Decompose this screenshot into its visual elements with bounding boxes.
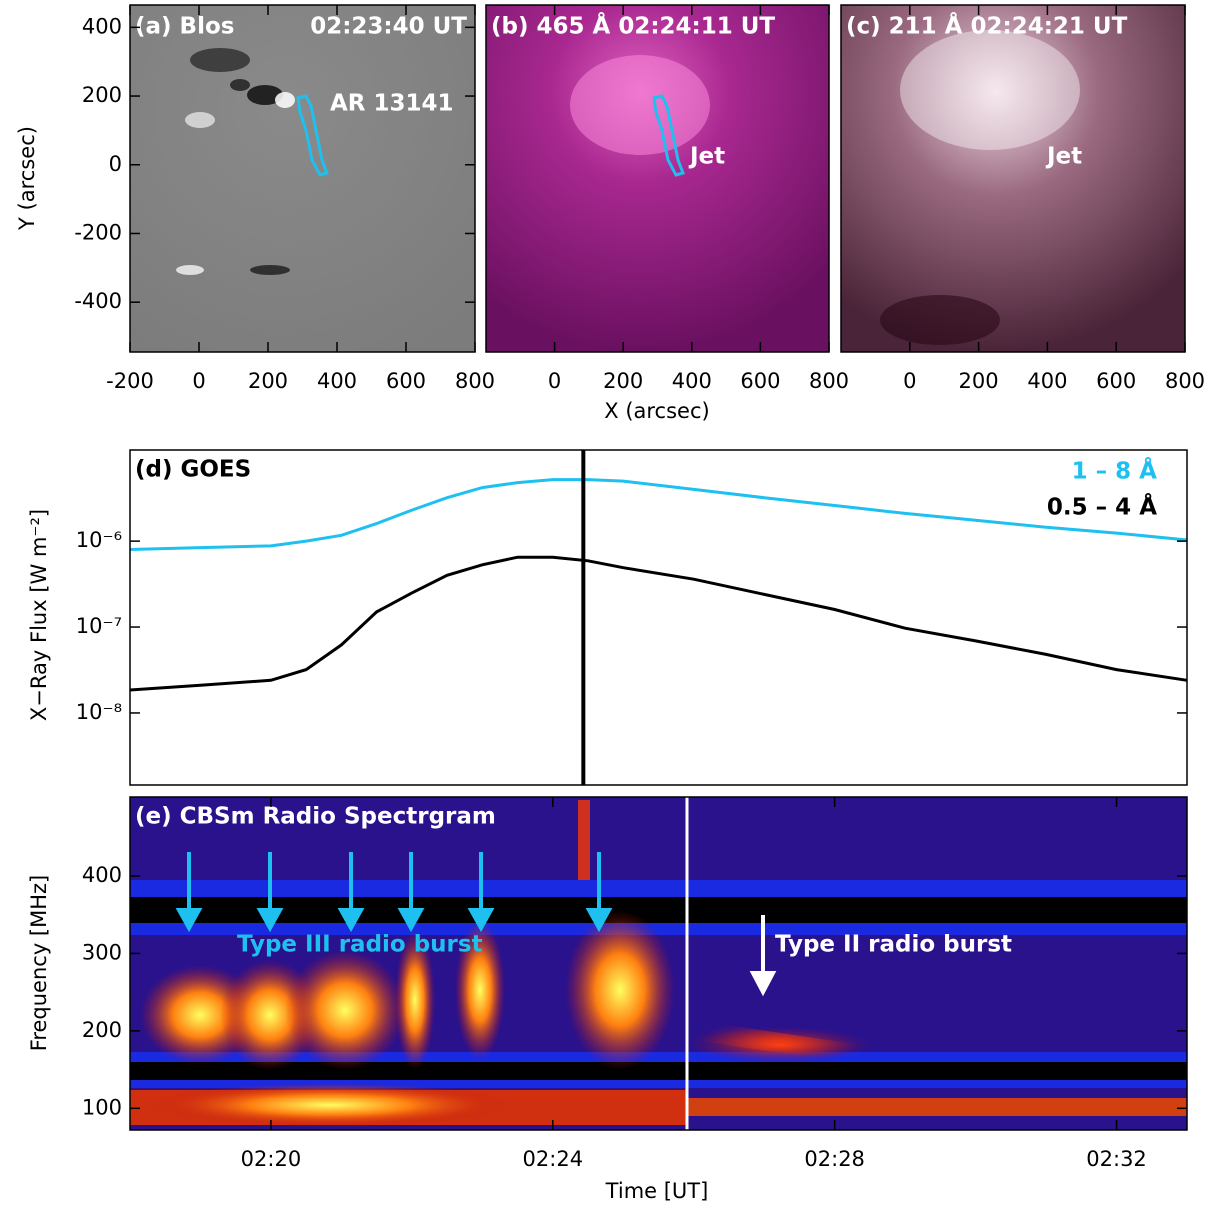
x-tick-label: 800 [809, 369, 849, 393]
axes-frame [129, 4, 476, 353]
x-tick-label: 600 [1096, 369, 1136, 393]
spectrogram-image [130, 797, 1187, 1130]
panel-title: (d) GOES [135, 457, 251, 483]
x-tick-label: 600 [740, 369, 780, 393]
x-tick-label: 02:20 [241, 1147, 302, 1171]
y-tick-label: 300 [82, 940, 122, 964]
annotation: Jet [688, 144, 725, 170]
x-axis-label: X (arcsec) [604, 399, 709, 423]
dark-region [880, 295, 1000, 345]
y-tick-label: -400 [74, 289, 122, 313]
x-tick-label: 200 [603, 369, 643, 393]
annotation: Jet [1045, 144, 1082, 170]
annotation: Type II radio burst [775, 932, 1012, 958]
x-tick-label: 800 [1165, 369, 1205, 393]
magnetic-feature [176, 265, 204, 275]
y-tick-label: 100 [82, 1095, 122, 1119]
magnetic-feature [275, 92, 295, 108]
magnetic-feature [190, 48, 250, 72]
x-axis-label: Time [UT] [605, 1179, 709, 1203]
y-tick-label: 400 [82, 863, 122, 887]
bright-region [900, 30, 1080, 150]
magnetic-feature [247, 85, 283, 105]
x-tick-label: 0 [548, 369, 561, 393]
image [130, 5, 475, 352]
x-tick-label: 02:24 [523, 1147, 584, 1171]
y-axis-label: Frequency [MHz] [27, 875, 51, 1051]
x-tick-label: 400 [1027, 369, 1067, 393]
y-tick-label: 0 [109, 152, 122, 176]
axes-frame [129, 449, 1188, 786]
y-tick-label: 10⁻⁶ [76, 528, 122, 552]
x-tick-label: 200 [959, 369, 999, 393]
annotation: Type III radio burst [237, 932, 483, 958]
y-tick-label: 200 [82, 1018, 122, 1042]
contour [652, 94, 685, 177]
y-tick-label: 400 [82, 14, 122, 38]
panel-title: (b) 465 Å 02:24:11 UT [491, 12, 775, 40]
y-axis-label: X−Ray Flux [W m⁻²] [27, 509, 51, 721]
x-tick-label: 400 [317, 369, 357, 393]
image [841, 5, 1185, 352]
x-tick-label: 200 [248, 369, 288, 393]
y-tick-label: 10⁻⁷ [76, 614, 122, 638]
magnetic-feature [230, 79, 250, 91]
x-tick-label: 0 [192, 369, 205, 393]
y-tick-label: -200 [74, 220, 122, 244]
y-tick-label: 10⁻⁸ [76, 700, 122, 724]
axes-frame [485, 4, 830, 353]
series-line [129, 555, 1188, 692]
panel-title: (e) CBSm Radio Spectrgram [135, 804, 496, 830]
x-tick-label: 400 [672, 369, 712, 393]
bright-region [570, 55, 710, 155]
magnetic-feature [250, 265, 290, 275]
axes-frame [129, 796, 1188, 1131]
y-axis-label: Y (arcsec) [15, 126, 39, 231]
legend-entry: 0.5 – 4 Å [1047, 493, 1157, 521]
arrows [175, 852, 613, 933]
x-tick-label: 02:28 [804, 1147, 865, 1171]
axes-frame [840, 4, 1186, 353]
arrow-type2 [749, 915, 777, 997]
x-tick-label: 800 [455, 369, 495, 393]
legend-entry: 1 – 8 Å [1072, 457, 1158, 485]
x-tick-label: -200 [106, 369, 154, 393]
panel-title: (a) Blos [135, 14, 234, 40]
x-tick-label: 0 [903, 369, 916, 393]
panel-title: (c) 211 Å 02:24:21 UT [846, 12, 1128, 40]
x-tick-label: 02:32 [1086, 1147, 1147, 1171]
x-tick-label: 600 [386, 369, 426, 393]
y-tick-label: 200 [82, 83, 122, 107]
panel-time: 02:23:40 UT [310, 14, 467, 40]
annotation: AR 13141 [330, 91, 454, 117]
contour [296, 94, 329, 177]
magnetic-feature [185, 112, 215, 128]
series-line [129, 478, 1188, 551]
